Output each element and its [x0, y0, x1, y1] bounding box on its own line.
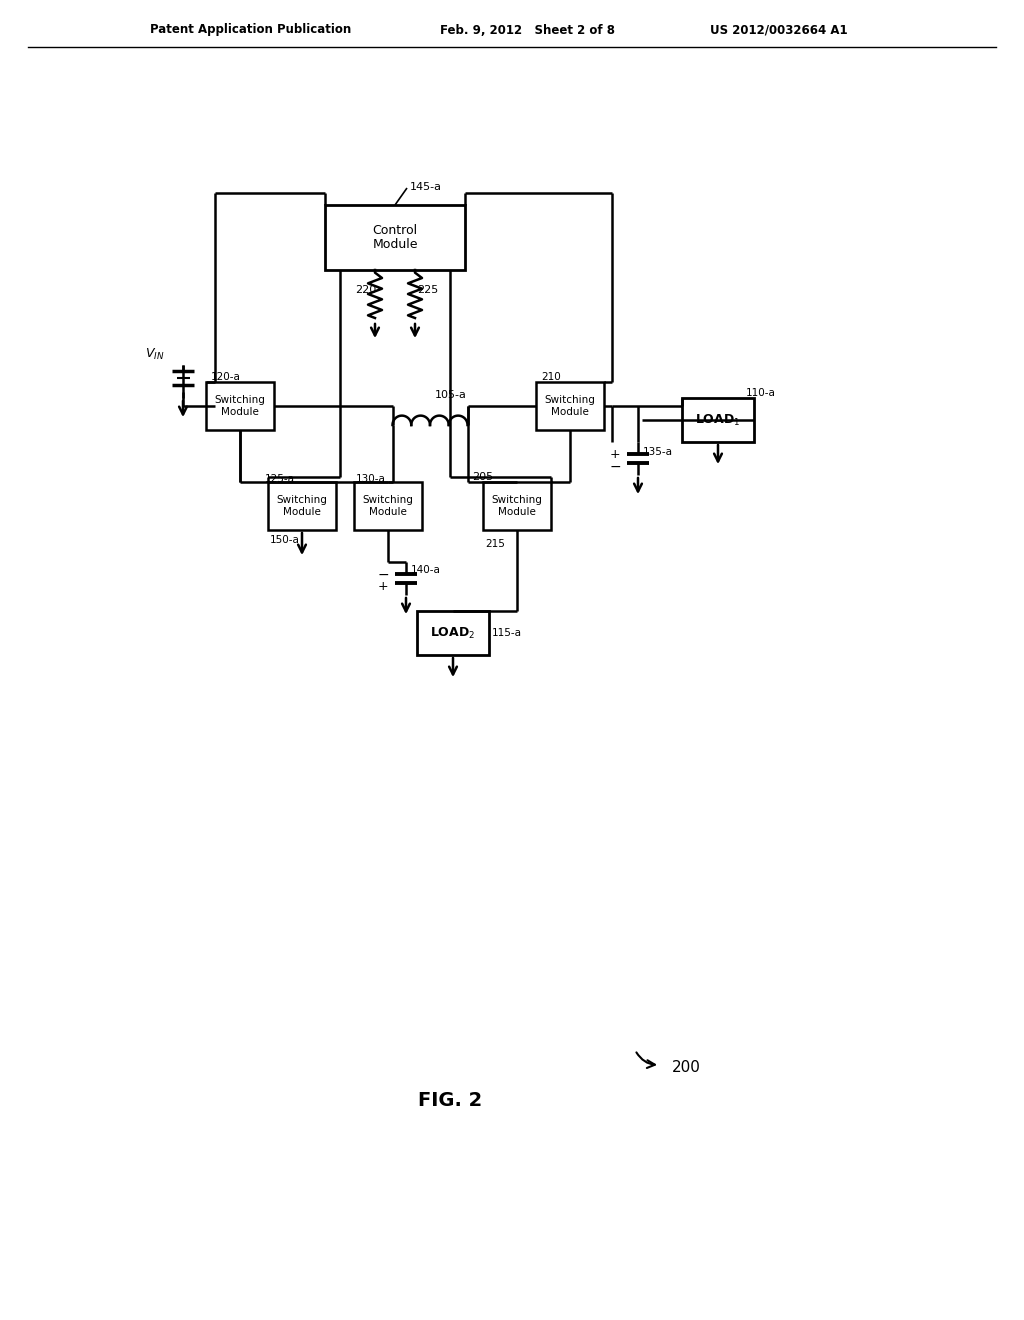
Text: 125-a: 125-a: [265, 474, 295, 484]
Text: Control
Module: Control Module: [373, 223, 418, 252]
Text: −: −: [377, 568, 389, 582]
Bar: [682, 399, 754, 442]
Bar: [325, 205, 465, 271]
Text: −: −: [609, 459, 621, 474]
Text: 135-a: 135-a: [643, 447, 673, 457]
Bar: [268, 482, 336, 531]
Text: Switching
Module: Switching Module: [362, 495, 414, 517]
Text: LOAD$_2$: LOAD$_2$: [430, 626, 476, 640]
Text: +: +: [378, 581, 388, 594]
Text: 110-a: 110-a: [746, 388, 776, 399]
Text: 120-a: 120-a: [211, 372, 241, 381]
Text: $V_{IN}$: $V_{IN}$: [145, 347, 165, 362]
Bar: [483, 482, 551, 531]
Text: 140-a: 140-a: [411, 565, 441, 576]
Text: 145-a: 145-a: [410, 182, 442, 191]
Text: 200: 200: [672, 1060, 700, 1076]
Text: FIG. 2: FIG. 2: [418, 1090, 482, 1110]
Text: +: +: [609, 449, 621, 462]
Text: Feb. 9, 2012   Sheet 2 of 8: Feb. 9, 2012 Sheet 2 of 8: [440, 24, 615, 37]
Text: US 2012/0032664 A1: US 2012/0032664 A1: [710, 24, 848, 37]
Text: 215: 215: [485, 539, 505, 549]
Text: Patent Application Publication: Patent Application Publication: [150, 24, 351, 37]
Bar: [354, 482, 422, 531]
Text: 210: 210: [541, 372, 561, 381]
Bar: [206, 381, 274, 430]
Text: Switching
Module: Switching Module: [545, 395, 595, 417]
Text: Switching
Module: Switching Module: [215, 395, 265, 417]
Text: LOAD$_1$: LOAD$_1$: [695, 412, 740, 428]
Text: Switching
Module: Switching Module: [276, 495, 328, 517]
Text: 150-a: 150-a: [270, 535, 300, 545]
Text: 225: 225: [417, 285, 438, 294]
Text: Switching
Module: Switching Module: [492, 495, 543, 517]
Text: 220: 220: [355, 285, 376, 294]
Text: 105-a: 105-a: [435, 389, 467, 400]
Bar: [417, 611, 489, 655]
Text: 205: 205: [472, 473, 494, 482]
Text: 115-a: 115-a: [492, 628, 522, 638]
Text: 130-a: 130-a: [356, 474, 386, 484]
Bar: [536, 381, 604, 430]
